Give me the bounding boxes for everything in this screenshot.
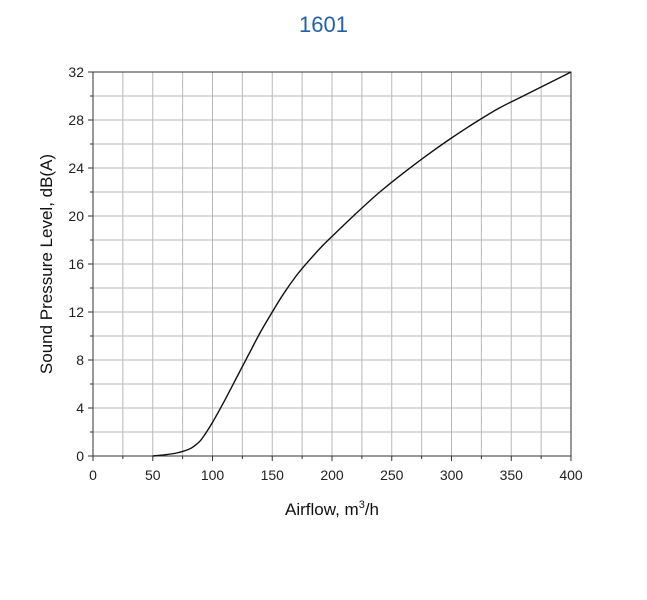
x-axis-label-suffix: /h: [365, 500, 379, 519]
y-tick-label: 32: [68, 64, 84, 80]
y-tick-label: 28: [68, 112, 84, 128]
y-tick-label: 12: [68, 304, 84, 320]
x-tick-label: 300: [440, 467, 464, 483]
x-axis-label-prefix: Airflow, m: [285, 500, 359, 519]
series-line: [152, 71, 572, 457]
y-tick-label: 24: [68, 160, 84, 176]
x-tick-label: 200: [320, 467, 344, 483]
x-tick-label: 400: [559, 467, 583, 483]
x-tick-label: 100: [201, 467, 225, 483]
y-tick-label: 8: [76, 352, 84, 368]
x-tick-label: 250: [380, 467, 404, 483]
y-tick-label: 4: [76, 400, 84, 416]
y-tick-label: 16: [68, 256, 84, 272]
y-tick-label: 20: [68, 208, 84, 224]
chart-title: 1601: [299, 12, 348, 37]
y-tick-label: 0: [76, 448, 84, 464]
x-tick-label: 0: [89, 467, 97, 483]
grid: [92, 71, 572, 457]
x-tick-label: 350: [500, 467, 524, 483]
axis-ticks: [88, 71, 572, 461]
x-axis-label-sup: 3: [359, 499, 365, 511]
y-axis-label: Sound Pressure Level, dB(A): [37, 154, 56, 374]
x-tick-label: 50: [145, 467, 161, 483]
x-tick-label: 150: [261, 467, 285, 483]
tick-labels: 0 50 100 150 200 250 300 350 400 0 4 8 12 16 20 24 28 32: [68, 64, 582, 483]
x-axis-label: Airflow, m3/h: [285, 499, 379, 519]
